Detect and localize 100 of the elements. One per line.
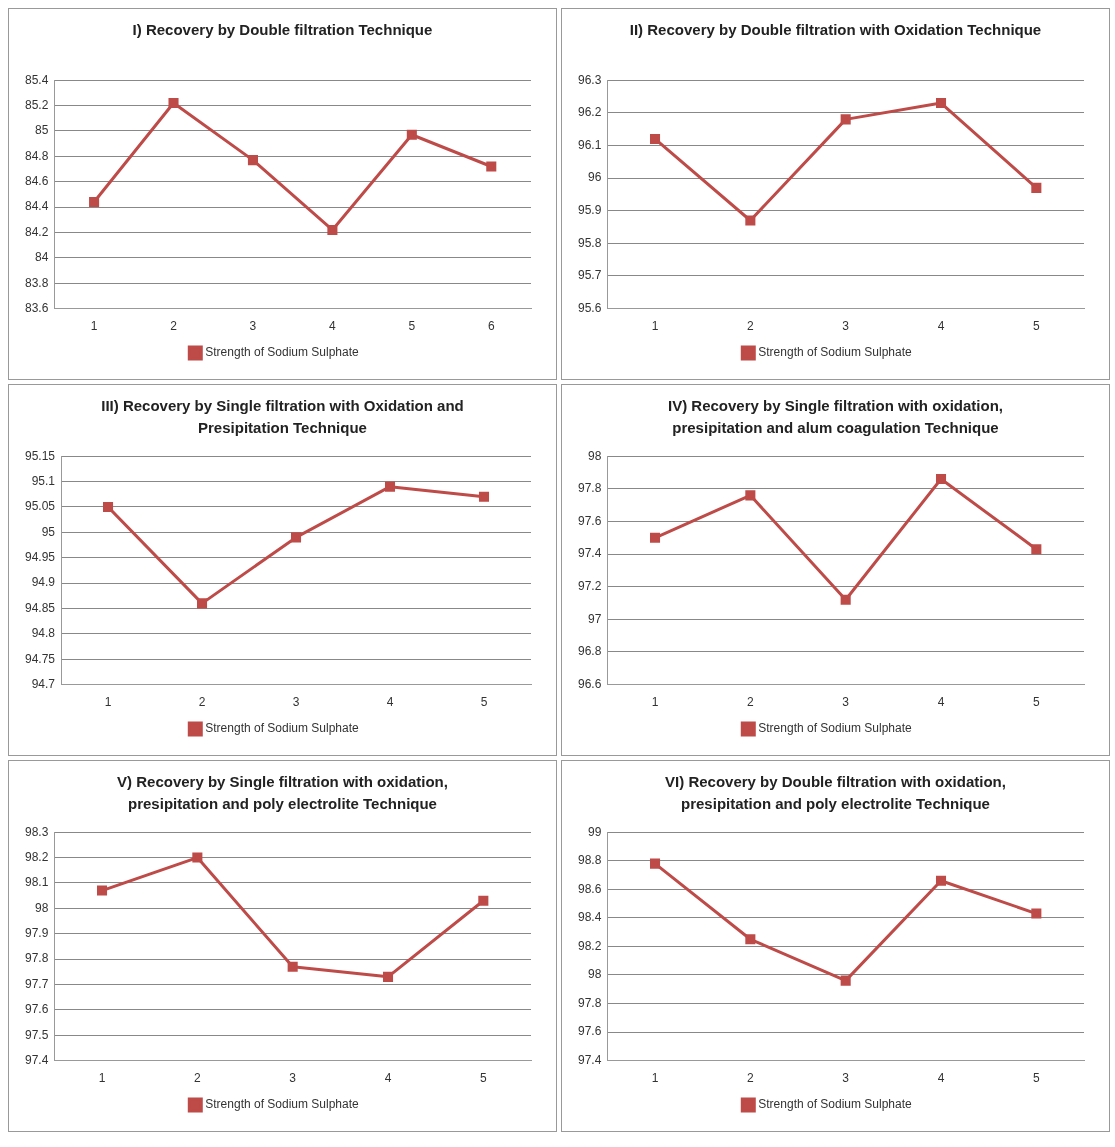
- y-tick-label: 95.7: [578, 268, 602, 283]
- y-tick-label: 95.15: [25, 448, 56, 463]
- y-tick-label: 95.6: [578, 300, 602, 315]
- y-tick-label: 94.75: [25, 651, 56, 666]
- y-tick-label: 95.9: [578, 203, 602, 218]
- x-tick-label: 2: [198, 695, 206, 710]
- point: [290, 532, 302, 543]
- x-tick-label: 3: [842, 1071, 850, 1086]
- chart-title: I) Recovery by Double filtration Technique: [131, 20, 434, 40]
- x-tick-label: 1: [651, 695, 659, 710]
- point: [327, 224, 338, 235]
- y-tick-label: 96.6: [578, 676, 602, 691]
- point: [168, 98, 179, 109]
- y-tick-label: 96: [588, 170, 602, 185]
- y-tick-label: 97.6: [25, 1002, 49, 1017]
- point: [745, 490, 756, 501]
- y-tick-label: 97.8: [25, 951, 49, 966]
- y-tick-label: 98.3: [25, 824, 49, 839]
- y-tick-label: 97.8: [578, 481, 602, 496]
- point: [384, 481, 396, 492]
- point: [745, 934, 756, 945]
- y-tick-label: 83.6: [25, 300, 49, 315]
- x-tick-label: 4: [386, 695, 394, 710]
- legend-label: Strength of Sodium Sulphate: [205, 345, 360, 360]
- point: [96, 885, 108, 896]
- y-tick-label: 95.8: [578, 235, 602, 250]
- point: [745, 215, 756, 226]
- y-tick-label: 85.4: [25, 72, 49, 87]
- y-tick-label: 97.6: [578, 513, 602, 528]
- y-tick-label: 96.2: [578, 105, 602, 120]
- point: [840, 594, 851, 605]
- y-tick-label: 84: [35, 250, 49, 265]
- y-tick-label: 85: [35, 123, 49, 138]
- x-tick-label: 2: [194, 1071, 202, 1086]
- x-tick-label: 5: [408, 319, 416, 334]
- point: [478, 895, 489, 906]
- y-tick-label: 97.7: [25, 976, 49, 991]
- y-tick-label: 84.6: [25, 174, 49, 189]
- y-tick-label: 94.95: [25, 550, 56, 565]
- y-tick-label: 94.85: [25, 600, 56, 615]
- y-tick-label: 97.8: [578, 995, 602, 1010]
- x-tick-label: 1: [90, 319, 98, 334]
- x-tick-label: 3: [249, 319, 257, 334]
- legend-label: Strength of Sodium Sulphate: [205, 721, 360, 736]
- y-tick-label: 95: [41, 524, 56, 539]
- point: [840, 975, 851, 986]
- y-tick-label: 98.1: [25, 875, 49, 890]
- x-tick-label: 1: [651, 319, 659, 334]
- point: [287, 961, 298, 972]
- point: [478, 491, 490, 502]
- point: [935, 474, 947, 485]
- point: [649, 858, 661, 869]
- y-tick-label: 84.4: [25, 199, 49, 214]
- legend-label: Strength of Sodium Sulphate: [758, 345, 913, 360]
- y-tick-label: 96.8: [578, 644, 602, 659]
- legend-label: Strength of Sodium Sulphate: [758, 721, 913, 736]
- y-tick-label: 98.2: [25, 849, 49, 864]
- x-tick-label: 6: [487, 319, 495, 334]
- chart-title: II) Recovery by Double filtration with Oxidation Technique: [628, 20, 1043, 40]
- x-tick-label: 4: [937, 695, 945, 710]
- y-tick-label: 84.8: [25, 148, 49, 163]
- x-tick-label: 4: [329, 319, 337, 334]
- y-tick-label: 98.2: [578, 938, 602, 953]
- y-tick-label: 95.05: [25, 499, 56, 514]
- y-tick-label: 98.4: [578, 910, 602, 925]
- point: [1031, 544, 1042, 555]
- x-tick-label: 5: [1032, 695, 1040, 710]
- y-tick-label: 98: [35, 900, 49, 915]
- y-tick-label: 83.8: [25, 275, 49, 290]
- point: [935, 875, 947, 886]
- x-tick-label: 1: [104, 695, 112, 710]
- y-tick-label: 96.3: [578, 72, 602, 87]
- point: [840, 114, 851, 125]
- y-tick-label: 98.8: [578, 853, 602, 868]
- x-tick-label: 2: [747, 1071, 755, 1086]
- chart-title: VI) Recovery by Double filtration with oxidation, presipitation and poly electrolite Technique: [664, 772, 1007, 814]
- x-tick-label: 4: [937, 1071, 945, 1086]
- x-tick-label: 4: [937, 319, 945, 334]
- x-tick-label: 3: [842, 319, 850, 334]
- y-tick-label: 94.8: [31, 626, 56, 641]
- x-tick-label: 3: [289, 1071, 297, 1086]
- x-tick-label: 2: [747, 695, 755, 710]
- y-tick-label: 98.6: [578, 881, 602, 896]
- y-tick-label: 84.2: [25, 224, 49, 239]
- x-tick-label: 5: [480, 695, 488, 710]
- y-tick-label: 96.1: [578, 137, 602, 152]
- x-tick-label: 2: [170, 319, 178, 334]
- point: [649, 532, 661, 543]
- point: [649, 133, 661, 144]
- point: [406, 129, 417, 140]
- y-tick-label: 97.2: [578, 579, 602, 594]
- x-tick-label: 5: [1032, 319, 1040, 334]
- x-tick-label: 1: [98, 1071, 106, 1086]
- point: [1031, 182, 1042, 193]
- chart-title: III) Recovery by Single filtration with Oxidation and Presipitation Technique: [100, 396, 465, 438]
- point: [196, 598, 208, 609]
- x-tick-label: 3: [842, 695, 850, 710]
- x-tick-label: 3: [292, 695, 300, 710]
- point: [382, 971, 394, 982]
- legend-label: Strength of Sodium Sulphate: [205, 1097, 360, 1112]
